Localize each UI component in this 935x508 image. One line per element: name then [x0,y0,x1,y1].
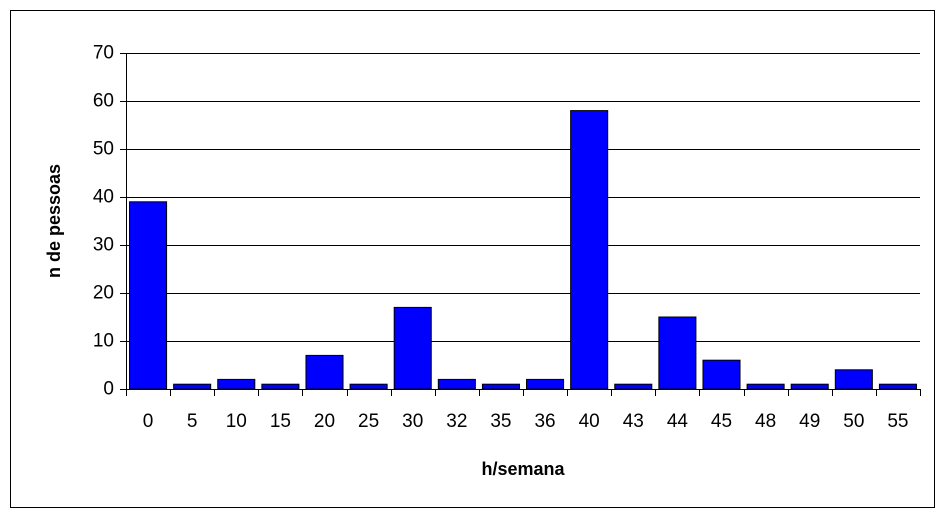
x-tick-label: 25 [358,411,379,432]
bar [878,383,917,390]
bar [129,201,168,390]
x-tick-label: 45 [711,411,732,432]
x-tick-label: 30 [402,411,423,432]
x-tick-label: 40 [579,411,600,432]
bar [526,378,565,390]
bar [746,383,785,390]
bar [173,383,212,390]
x-tick-label: 32 [446,411,467,432]
x-tick-label: 48 [755,411,776,432]
x-tick-label: 55 [887,411,908,432]
bar [570,110,609,390]
x-tick-label: 10 [226,411,247,432]
y-tick-label: 60 [93,91,114,112]
bar [437,378,476,390]
x-tick-label: 0 [143,411,154,432]
x-axis-title: h/semana [481,459,565,479]
x-tick-label: 44 [667,411,689,432]
x-tick-label: 5 [187,411,198,432]
y-tick-label: 40 [93,187,114,208]
y-axis-title: n de pessoas [44,164,64,278]
y-tick-label: 0 [103,379,114,400]
bar [834,369,873,390]
x-tick-label: 36 [534,411,555,432]
x-tick-label: 43 [623,411,644,432]
bar [790,383,829,390]
bar [481,383,520,390]
bar [349,383,388,390]
y-tick-label: 20 [93,283,114,304]
bar [393,306,432,390]
y-tick-label: 10 [93,331,114,352]
bar [614,383,653,390]
bar [217,378,256,390]
y-tick-label: 70 [93,43,114,64]
x-tick-label: 50 [843,411,864,432]
bar [261,383,300,390]
x-tick-label: 15 [270,411,291,432]
y-tick-label: 30 [93,235,114,256]
bar [658,316,697,390]
bar [702,359,741,390]
y-tick-label: 50 [93,139,114,160]
bar [305,354,344,390]
x-tick-label: 20 [314,411,335,432]
x-tick-label: 49 [799,411,820,432]
x-tick-label: 35 [490,411,511,432]
